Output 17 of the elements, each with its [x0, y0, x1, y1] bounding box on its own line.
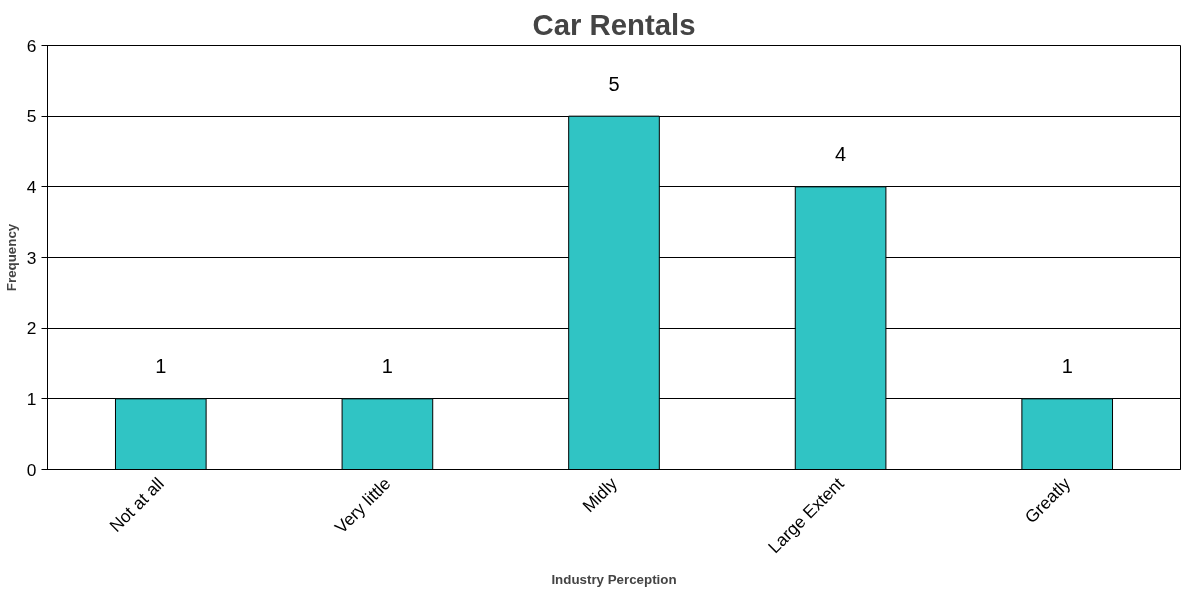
- y-tick-label: 3: [26, 247, 37, 268]
- y-tick-label: 4: [26, 176, 37, 197]
- y-tick-label: 6: [26, 35, 37, 56]
- data-label: 5: [608, 72, 620, 95]
- y-tick-label: 1: [26, 388, 37, 409]
- data-label: 1: [381, 355, 393, 378]
- y-tick-label: 2: [26, 318, 37, 339]
- y-axis-title: Frequency: [3, 223, 19, 292]
- x-tick-label: Very little: [330, 473, 395, 538]
- chart-title: Car Rentals: [532, 7, 696, 41]
- x-tick-label: Not at all: [105, 473, 168, 536]
- data-label: 4: [835, 143, 847, 166]
- x-axis-title: Industry Perception: [551, 572, 677, 588]
- y-tick-label: 0: [26, 459, 37, 480]
- y-tick-label: 5: [26, 106, 37, 127]
- data-label: 1: [1061, 355, 1073, 378]
- data-label: 1: [155, 355, 167, 378]
